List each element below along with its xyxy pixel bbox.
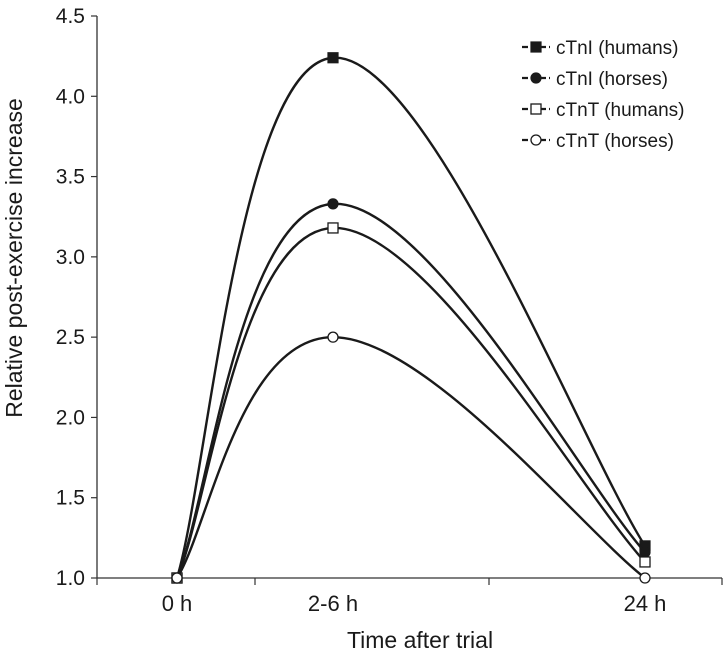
data-point <box>327 52 339 64</box>
x-tick-label: 0 h <box>162 591 193 616</box>
series-2 <box>171 198 651 584</box>
series-4 <box>171 331 651 584</box>
y-tick-label: 4.5 <box>56 5 85 28</box>
x-tick-label: 2-6 h <box>308 591 358 616</box>
legend-marker <box>530 103 542 115</box>
y-tick-label: 2.0 <box>56 406 85 429</box>
legend-label: cTnI (horses) <box>556 69 668 90</box>
data-point <box>639 572 651 584</box>
axes <box>96 16 722 579</box>
data-point <box>327 222 339 234</box>
legend-item: cTnT (horses) <box>522 131 674 152</box>
data-point <box>327 198 339 210</box>
y-tick-label: 2.5 <box>56 326 85 349</box>
legend: cTnI (humans) cTnI (horses) cTnT (humans) c… <box>522 38 684 152</box>
y-tick-label: 1.0 <box>56 567 85 590</box>
series-3 <box>171 222 651 584</box>
legend-item: cTnI (horses) <box>522 69 668 90</box>
data-point <box>327 331 339 343</box>
legend-marker <box>530 41 542 53</box>
y-tick-label: 4.0 <box>56 85 85 108</box>
y-tick-label: 1.5 <box>56 487 85 510</box>
y-axis-ticks: 1.0 1.5 2.0 2.5 3.0 3.5 4.0 4.5 <box>56 5 97 590</box>
x-axis-label: Time after trial <box>347 627 493 653</box>
series-line <box>175 202 646 579</box>
legend-item: cTnI (humans) <box>522 38 678 59</box>
y-tick-label: 3.5 <box>56 166 85 189</box>
legend-item: cTnT (humans) <box>522 100 684 121</box>
y-tick-label: 3.0 <box>56 246 85 269</box>
y-axis-label: Relative post-exercise increase <box>1 98 27 418</box>
legend-label: cTnT (horses) <box>556 131 674 152</box>
series-group <box>171 52 651 584</box>
legend-marker <box>530 72 542 84</box>
x-axis-ticks: 0 h 2-6 h 24 h <box>96 578 723 616</box>
data-point <box>171 572 183 584</box>
legend-label: cTnI (humans) <box>556 38 678 59</box>
legend-marker <box>530 134 542 146</box>
legend-label: cTnT (humans) <box>556 100 684 121</box>
data-point <box>639 546 651 558</box>
series-line <box>175 226 646 579</box>
x-tick-label: 24 h <box>624 591 667 616</box>
data-point <box>639 556 651 568</box>
